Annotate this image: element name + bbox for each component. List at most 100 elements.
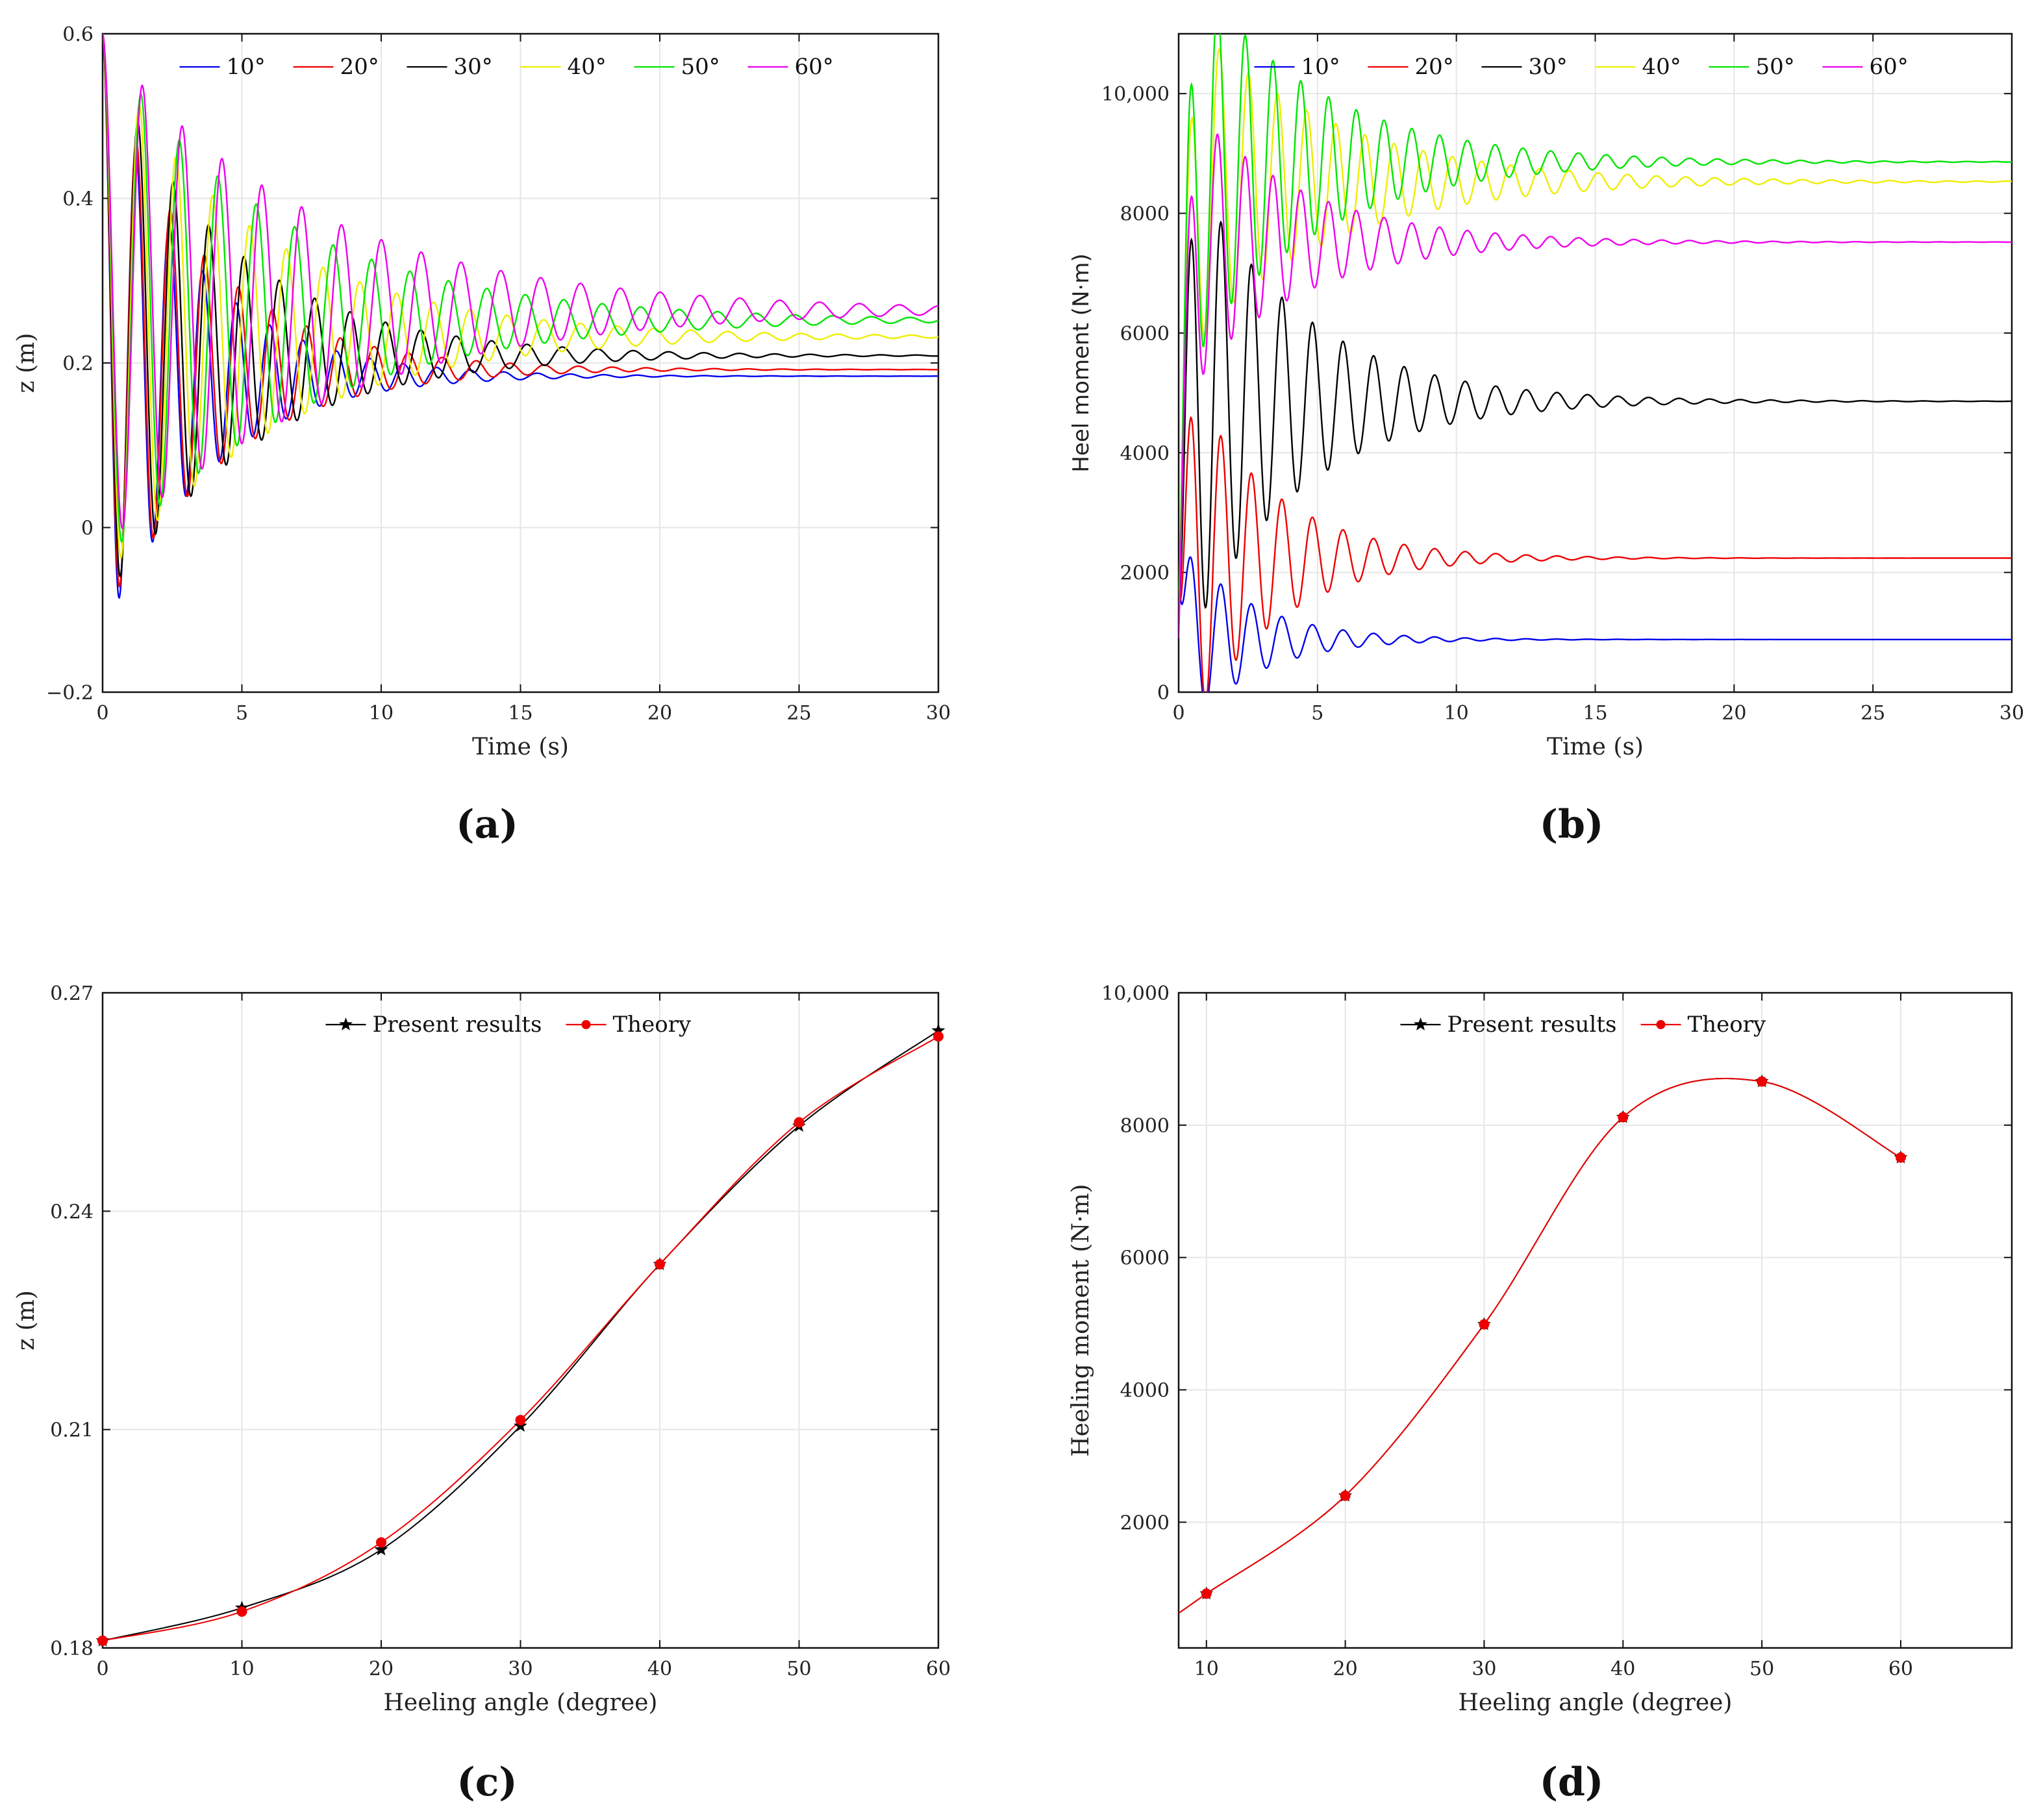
y-axis-label: z (m) <box>13 1290 40 1351</box>
panel-label: (c) <box>457 1760 517 1805</box>
x-tick-label: 30 <box>1472 1658 1496 1680</box>
series-line-10deg <box>1179 556 2012 692</box>
legend-entry: 40° <box>1595 54 1681 80</box>
y-tick-label: 2000 <box>1120 1512 1170 1534</box>
y-tick-label: 0.6 <box>62 23 94 46</box>
data-point-circle <box>1479 1319 1490 1330</box>
x-tick-label: 50 <box>1749 1658 1774 1680</box>
x-tick-label: 10 <box>1444 702 1469 725</box>
x-tick-label: 25 <box>786 702 811 725</box>
legend-label: 10° <box>227 54 266 80</box>
y-tick-label: 8000 <box>1120 203 1170 226</box>
plot-area <box>1179 34 2012 692</box>
y-tick-label: 0.2 <box>62 353 94 375</box>
x-axis-label: Heeling angle (degree) <box>384 1689 658 1716</box>
plot-frame <box>101 32 940 693</box>
x-tick-label: 20 <box>647 702 672 725</box>
y-tick-label: 0 <box>81 517 94 540</box>
x-tick-label: 40 <box>647 1658 672 1680</box>
chart-panel-c: 0 10 20 30 40 50 60 0.18 0.21 0.24 0.27 Heeling ang… <box>13 982 951 1805</box>
x-axis-label: Heeling angle (degree) <box>1459 1689 1733 1716</box>
series-line-50deg <box>1179 34 2012 632</box>
legend-entry: 10° <box>1254 54 1340 80</box>
x-tick-label: 50 <box>786 1658 811 1680</box>
y-tick-label: 4000 <box>1120 1380 1170 1402</box>
panel-label: (a) <box>456 802 518 847</box>
x-tick-label: 0 <box>96 702 108 725</box>
x-tick-label: 60 <box>926 1658 951 1680</box>
y-tick-label: 6000 <box>1120 323 1170 345</box>
series-line-50deg <box>103 34 938 543</box>
y-tick-label: 0.4 <box>62 188 94 211</box>
y-tick-label: 8000 <box>1120 1115 1170 1138</box>
legend-label: 10° <box>1301 54 1340 80</box>
data-point-circle <box>1201 1588 1212 1599</box>
x-tick-label: 60 <box>1888 1658 1913 1680</box>
data-point-circle <box>236 1606 247 1617</box>
x-tick-label: 10 <box>1194 1658 1219 1680</box>
data-point-circle <box>97 1635 108 1646</box>
y-tick-label: 4000 <box>1120 442 1170 465</box>
legend-label: Present results <box>1447 1012 1617 1038</box>
legend-marker <box>1656 1020 1666 1029</box>
legend-entry: 30° <box>1481 54 1568 80</box>
plot-area <box>1179 1078 1901 1614</box>
x-tick-label: 20 <box>1722 702 1746 725</box>
x-tick-label: 20 <box>369 1658 394 1680</box>
legend-label: 60° <box>795 54 834 80</box>
legend-marker <box>581 1020 591 1029</box>
data-point-circle <box>1618 1112 1629 1123</box>
y-tick-label: 0.21 <box>50 1419 94 1442</box>
data-point-circle <box>1757 1076 1768 1087</box>
x-tick-label: 5 <box>1311 702 1323 725</box>
x-tick-label: 10 <box>369 702 394 725</box>
legend-entry: 40° <box>520 54 607 80</box>
series-line-40deg <box>103 34 938 560</box>
series-line-60deg <box>103 34 938 529</box>
data-point-circle <box>794 1117 805 1128</box>
x-tick-label: 30 <box>508 1658 533 1680</box>
y-tick-label: 0.24 <box>50 1201 94 1223</box>
legend-label: 60° <box>1870 54 1909 80</box>
legend-label: 50° <box>681 54 720 80</box>
legend-marker <box>339 1017 353 1030</box>
y-axis-label: Heel moment (N·m) <box>1068 253 1094 472</box>
legend-label: 50° <box>1756 54 1795 80</box>
x-tick-label: 15 <box>508 702 533 725</box>
series-line-30deg <box>1179 220 2012 609</box>
x-tick-label: 20 <box>1333 1658 1358 1680</box>
legend-entry: 20° <box>1368 54 1454 80</box>
x-axis-label: Time (s) <box>1547 734 1644 760</box>
legend-label: 40° <box>568 54 607 80</box>
legend-entry: Theory <box>566 1012 692 1038</box>
series-line-theory <box>1179 1078 1901 1614</box>
y-tick-label: 10,000 <box>1101 982 1170 1005</box>
data-point-circle <box>376 1537 386 1548</box>
panel-label: (b) <box>1540 802 1604 847</box>
data-point-circle <box>933 1031 944 1042</box>
chart-panel-d: 10 20 30 40 50 60 2000 4000 6000 8000 10,000 Heelin… <box>1068 982 2013 1805</box>
series-line-present-results <box>1179 1078 1901 1614</box>
legend-entry: 60° <box>747 54 834 80</box>
plot-frame <box>1177 32 2013 693</box>
legend-entry: 10° <box>179 54 266 80</box>
legend-entry: 50° <box>1709 54 1795 80</box>
legend-entry: 20° <box>293 54 379 80</box>
series-line-20deg <box>1179 416 2012 692</box>
x-tick-label: 15 <box>1583 702 1607 725</box>
legend-entry: Present results <box>325 1012 542 1038</box>
x-tick-label: 30 <box>926 702 951 725</box>
legend-label: Present results <box>373 1012 542 1038</box>
panel-label: (d) <box>1540 1760 1604 1805</box>
data-point-circle <box>655 1259 665 1270</box>
y-tick-label: 0.27 <box>50 982 94 1005</box>
legend-entry: 50° <box>634 54 720 80</box>
series-line-40deg <box>1179 47 2012 621</box>
legend-label: Theory <box>1688 1012 1766 1038</box>
x-tick-label: 0 <box>96 1658 108 1680</box>
legend-label: Theory <box>613 1012 692 1038</box>
data-point-circle <box>515 1415 526 1426</box>
data-point-star <box>931 1023 946 1037</box>
x-axis-label: Time (s) <box>472 734 569 760</box>
